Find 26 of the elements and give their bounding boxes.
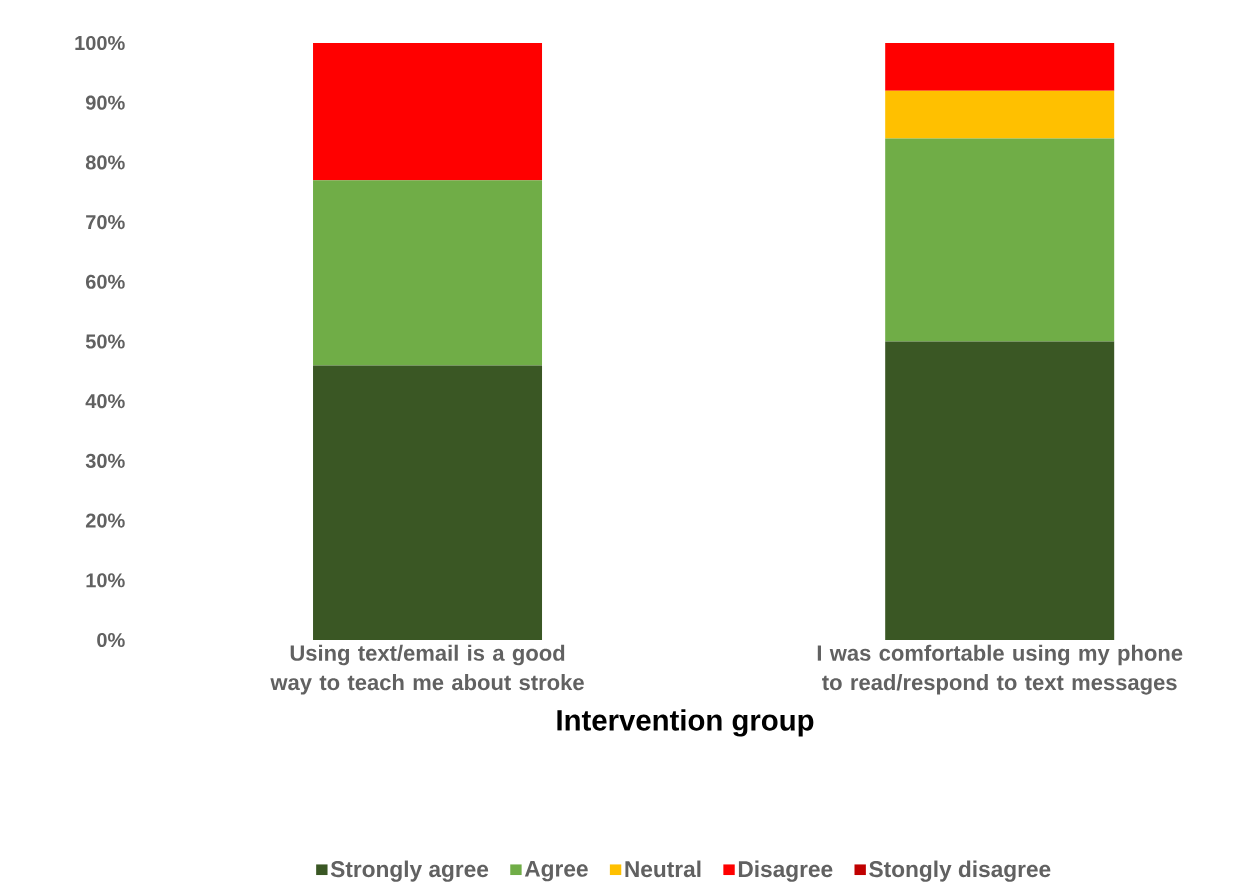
bar <box>885 341 1115 640</box>
y-tick-label: 10% <box>86 573 125 588</box>
x-axis-title: Intervention group <box>557 709 814 737</box>
y-tick-label: 30% <box>85 453 125 468</box>
y-tick-label: 70% <box>86 215 125 230</box>
bar <box>313 365 543 640</box>
bar <box>885 43 1115 91</box>
y-tick-label: 80% <box>85 155 125 170</box>
y-tick-label: 90% <box>85 95 125 110</box>
bar <box>313 43 543 181</box>
legend-label: Disagree <box>738 860 833 882</box>
y-tick-label: 60% <box>85 274 125 289</box>
legend-label: Neutral <box>625 860 701 878</box>
y-tick-label: 50% <box>85 334 125 349</box>
legend-label: Agree <box>524 860 588 882</box>
legend-label: Strongly agree <box>330 860 489 882</box>
legend-label: Stongly disagree <box>869 860 1051 882</box>
y-tick-label: 100% <box>75 35 125 51</box>
y-tick-label: 40% <box>85 394 125 409</box>
bar <box>885 90 1115 139</box>
x-tick-label: Using text/email is a good way to teach me about stroke <box>270 644 584 695</box>
y-tick-label: 0% <box>97 632 125 648</box>
y-tick-label: 20% <box>85 513 125 528</box>
bar <box>885 138 1115 342</box>
bar <box>313 180 543 366</box>
x-tick-label: I was comfortable using my phone to read/respond to text messages <box>817 644 1183 695</box>
